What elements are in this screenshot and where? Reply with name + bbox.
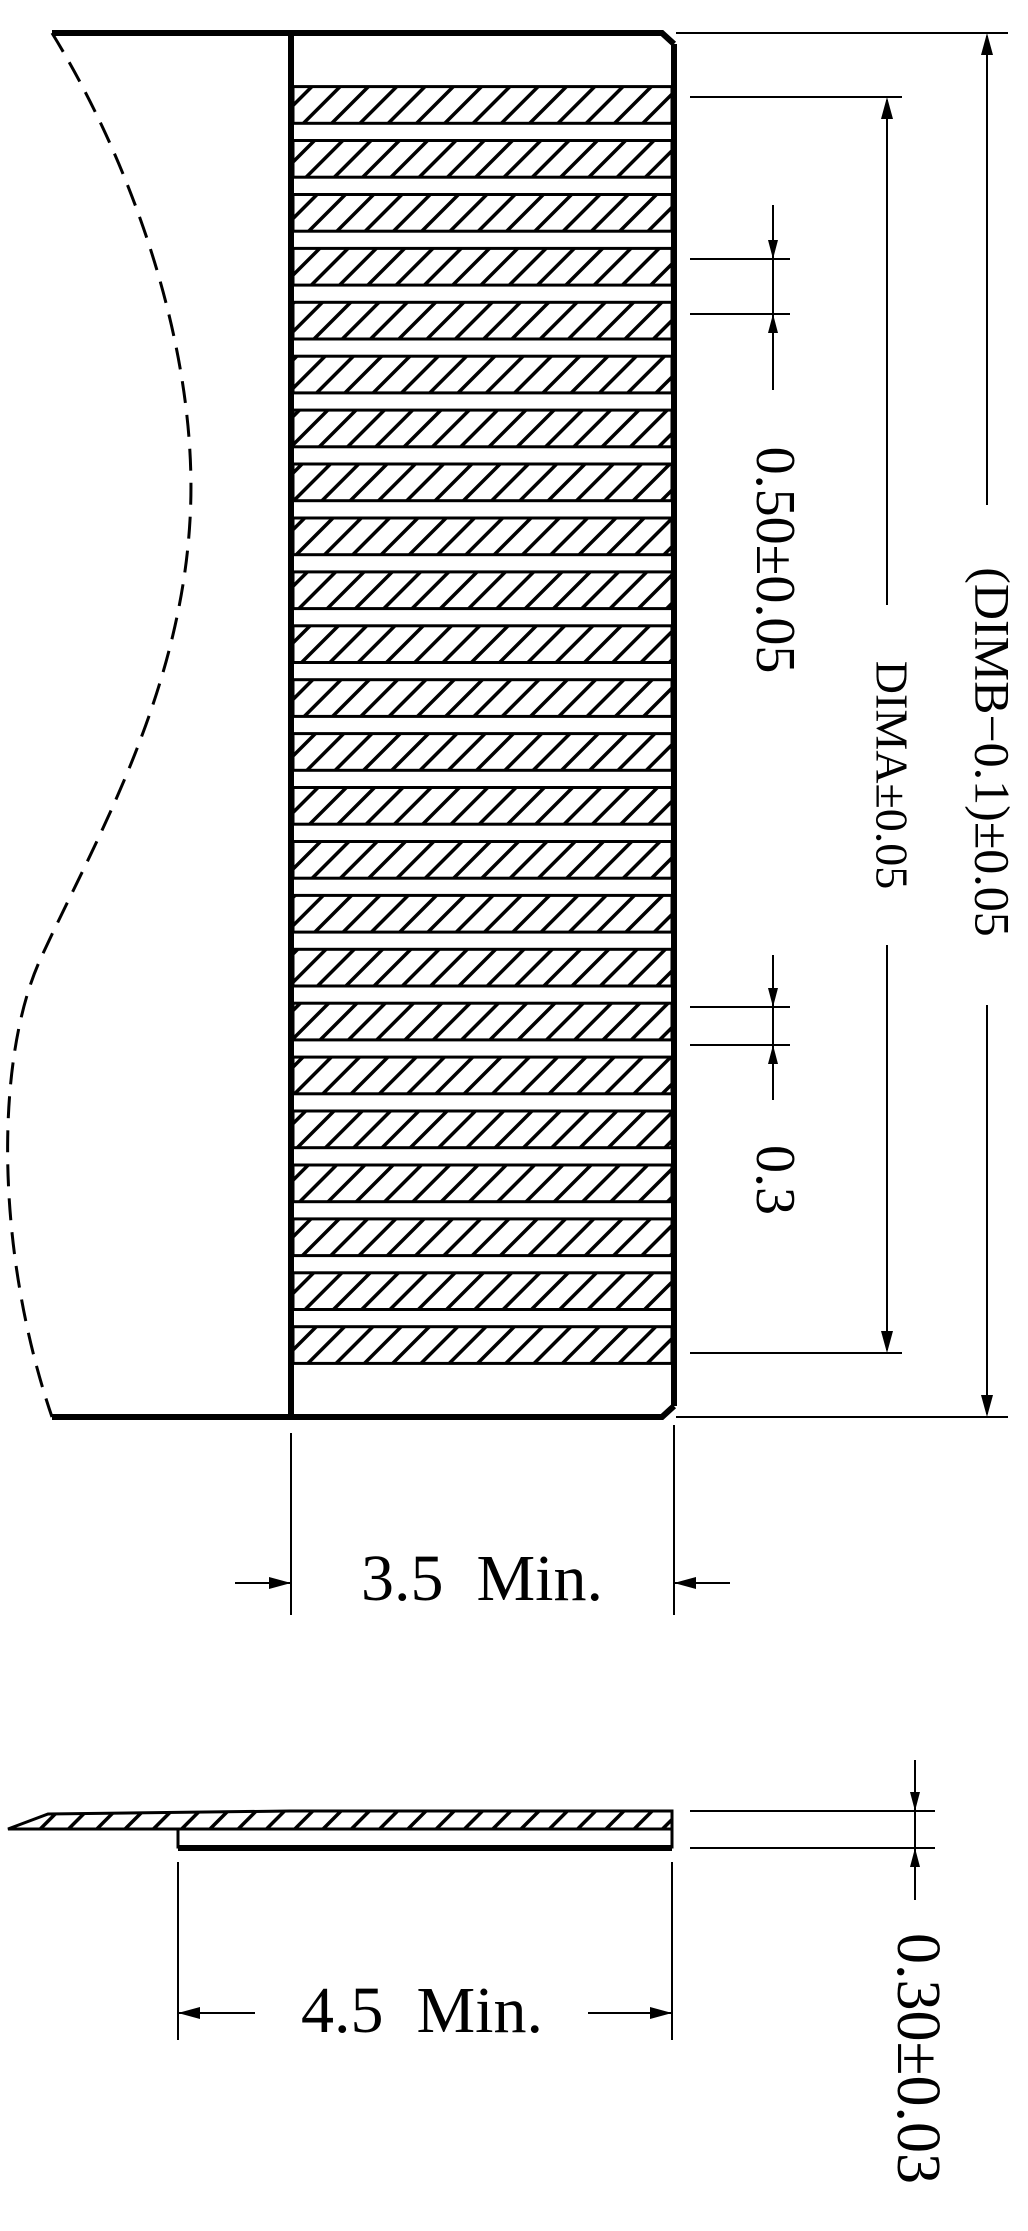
dim-a-arrow-bottom bbox=[881, 1331, 893, 1353]
stiffener-length-label: 3.5 Min. bbox=[361, 1542, 603, 1615]
thickness-arrow-top bbox=[910, 1792, 920, 1811]
contact-pads bbox=[291, 85, 674, 1365]
contact-width-arrow-bottom bbox=[768, 1045, 778, 1064]
contact-pad bbox=[291, 1271, 674, 1312]
contact-pad bbox=[291, 947, 674, 988]
contact-pad bbox=[291, 139, 674, 179]
contact-pad bbox=[291, 246, 674, 287]
contact-width-label: 0.3 bbox=[744, 1145, 806, 1215]
fpc-break-line bbox=[6, 32, 193, 1418]
contact-pad bbox=[291, 570, 674, 611]
pitch-label: 0.50±0.05 bbox=[744, 447, 806, 674]
side-view: 0.30±0.03 4.5 Min. bbox=[7, 1760, 952, 2184]
fpc-outline-bottom-edge bbox=[52, 1403, 677, 1420]
stiffener-dim-arrow-right bbox=[674, 1577, 696, 1589]
fpc-outline-top-edge bbox=[52, 30, 677, 47]
stiffener-dim-arrow-left bbox=[269, 1577, 291, 1589]
contact-pad bbox=[291, 1109, 674, 1150]
side-stiffener-layer bbox=[176, 1827, 674, 1849]
pitch-arrow-top bbox=[768, 240, 778, 259]
contact-pad bbox=[291, 354, 674, 395]
contact-pad bbox=[291, 516, 674, 557]
exposed-length-label: 4.5 Min. bbox=[301, 1974, 543, 2047]
contact-pad bbox=[291, 462, 674, 503]
contact-pad bbox=[291, 840, 674, 880]
contact-pad bbox=[291, 1163, 674, 1204]
contact-pad bbox=[291, 732, 674, 772]
contact-pad bbox=[291, 893, 674, 934]
dim-b-arrow-top bbox=[981, 33, 993, 55]
contact-pad bbox=[291, 85, 674, 125]
thickness-label: 0.30±0.03 bbox=[884, 1933, 952, 2184]
top-view: (DIMB−0.1)±0.05 DIMA±0.05 0.50±0.05 0.3 bbox=[6, 30, 1021, 1615]
dim-b-arrow-bottom bbox=[981, 1395, 993, 1417]
contact-pad bbox=[291, 1217, 674, 1258]
contact-pad bbox=[291, 1055, 674, 1096]
pitch-arrow-bottom bbox=[768, 314, 778, 333]
contact-pad bbox=[291, 678, 674, 718]
contact-pad bbox=[291, 408, 674, 449]
contact-pad bbox=[291, 624, 674, 664]
contact-pad bbox=[291, 300, 674, 341]
exposed-dim-arrow-left bbox=[178, 2007, 200, 2019]
dim-a-label: DIMA±0.05 bbox=[866, 661, 917, 889]
contact-pad bbox=[291, 1325, 674, 1365]
contact-pad bbox=[291, 193, 674, 233]
contact-pad bbox=[291, 1001, 674, 1042]
exposed-dim-arrow-right bbox=[650, 2007, 672, 2019]
side-fpc-layer bbox=[7, 1809, 674, 1831]
thickness-arrow-bottom bbox=[910, 1848, 920, 1867]
contact-width-arrow-top bbox=[768, 988, 778, 1007]
dim-a-arrow-top bbox=[881, 97, 893, 119]
dim-b-label: (DIMB−0.1)±0.05 bbox=[965, 567, 1021, 937]
contact-pad bbox=[291, 786, 674, 826]
